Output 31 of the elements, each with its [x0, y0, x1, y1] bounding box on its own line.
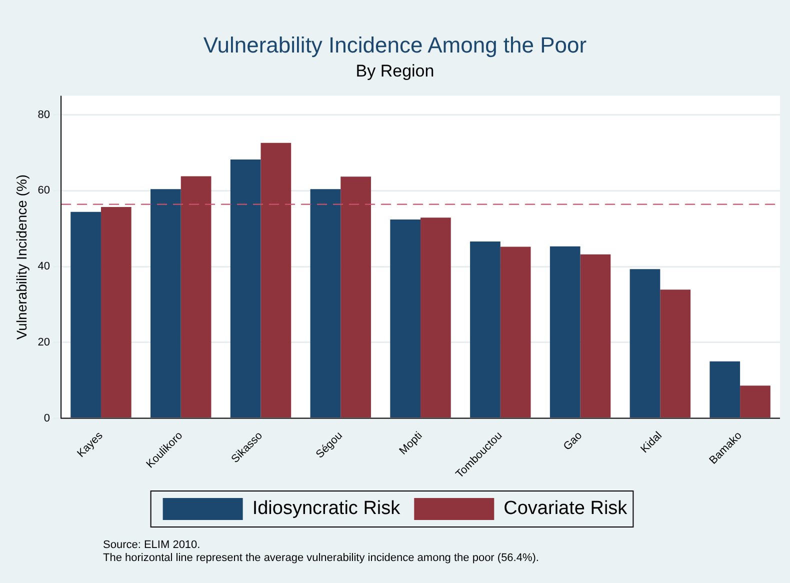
- bar: [630, 269, 660, 418]
- y-tick-label: 20: [38, 336, 50, 348]
- bar: [340, 176, 371, 418]
- chart-title: Vulnerability Incidence Among the Poor: [203, 32, 587, 58]
- bar: [70, 212, 101, 418]
- x-tick-label: Gao: [561, 430, 585, 453]
- y-axis-title: Vulnerability Incidence (%): [13, 174, 30, 340]
- y-tick-label: 80: [38, 108, 50, 121]
- bar: [390, 219, 421, 418]
- y-tick-label: 60: [38, 184, 50, 197]
- bar: [660, 290, 691, 418]
- bar: [710, 361, 740, 418]
- bar: [180, 176, 212, 418]
- text: The horizontal line represent the average vulnerability incidence among the poor (56.4%).: [103, 552, 539, 565]
- bar: [100, 206, 132, 418]
- bar: [500, 246, 531, 418]
- legend-label: Idiosyncratic Risk: [252, 498, 401, 520]
- legend-label: Covariate Risk: [504, 498, 628, 520]
- bar: [470, 241, 500, 418]
- bar: [150, 189, 181, 418]
- bar: [420, 218, 451, 418]
- chart-subtitle: By Region: [356, 61, 434, 80]
- bar: [580, 254, 611, 418]
- source-note: Source: ELIM 2010.: [103, 539, 202, 552]
- bar: [260, 142, 292, 418]
- bar: [310, 189, 341, 418]
- bar: [740, 386, 770, 418]
- bar: [550, 246, 580, 418]
- bar: [230, 160, 261, 418]
- y-tick-label: 40: [38, 260, 50, 273]
- y-tick-label: 0: [44, 412, 50, 424]
